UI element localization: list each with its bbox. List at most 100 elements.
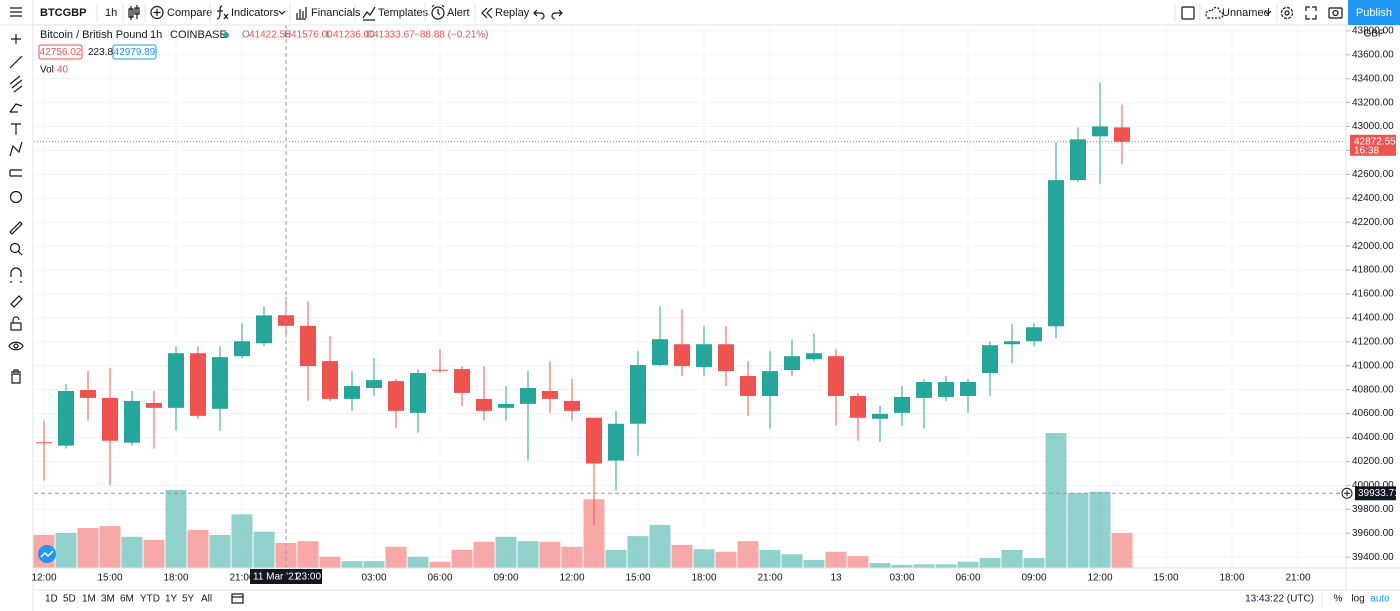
volume-bar: [979, 558, 1001, 568]
candle-body: [718, 344, 734, 372]
publish-label[interactable]: Publish: [1356, 7, 1392, 19]
auto-toggle[interactable]: auto: [1370, 594, 1390, 605]
volume-bar: [1111, 533, 1133, 568]
candle-body: [344, 386, 360, 399]
x-tick-label: 18:00: [163, 573, 188, 584]
percent-toggle[interactable]: %: [1334, 594, 1343, 605]
volume-bar: [913, 564, 935, 568]
x-tick-label: 15:00: [97, 573, 122, 584]
templates-icon[interactable]: [362, 6, 376, 21]
alert-button[interactable]: Alert: [447, 7, 470, 19]
ask-box: [112, 44, 157, 60]
range-button[interactable]: 3M: [101, 594, 115, 605]
range-button[interactable]: 1Y: [165, 594, 178, 605]
ohlc-key: H: [284, 30, 291, 41]
volume-bar: [231, 514, 253, 568]
volume-bar: [495, 536, 517, 568]
candle-body: [168, 353, 184, 408]
candle-body: [322, 361, 338, 399]
candle-body: [674, 344, 690, 367]
range-button[interactable]: YTD: [140, 594, 160, 605]
range-button[interactable]: 6M: [120, 594, 134, 605]
undo-icon[interactable]: [533, 9, 545, 20]
volume-bar: [781, 554, 803, 568]
log-toggle[interactable]: log: [1351, 594, 1364, 605]
y-tick-label: 41200.00: [1352, 336, 1394, 347]
volume-bar: [605, 549, 627, 568]
range-button[interactable]: All: [201, 594, 212, 605]
volume-bar: [363, 561, 385, 568]
y-tick-label: 43600.00: [1352, 49, 1394, 60]
fullscreen-icon[interactable]: [1305, 6, 1317, 20]
tradingview-logo: [38, 545, 56, 563]
volume-bar: [297, 541, 319, 568]
candle-body: [1004, 341, 1020, 345]
crosshair-hour: 23:00: [296, 572, 321, 583]
candle-body: [190, 353, 206, 416]
symbol[interactable]: BTCGBP: [40, 7, 86, 19]
volume-bar: [1067, 493, 1089, 568]
layout-name[interactable]: Unnamed: [1222, 7, 1270, 19]
ohlc-value: 41422.55: [249, 30, 291, 41]
replay-button[interactable]: Replay: [495, 7, 530, 19]
ohlc-key: O: [242, 30, 250, 41]
chart-pane: [33, 25, 1346, 568]
interval[interactable]: 1h: [105, 7, 117, 19]
x-tick-label: 03:00: [889, 573, 914, 584]
compare-button[interactable]: Compare: [167, 7, 212, 19]
go-to-date-icon[interactable]: [231, 593, 244, 604]
indicators-button[interactable]: Indicators: [231, 7, 279, 19]
redo-icon[interactable]: [551, 9, 563, 20]
templates-button[interactable]: Templates: [378, 7, 429, 19]
replay-icon[interactable]: [481, 7, 493, 19]
y-tick-label: 41000.00: [1352, 360, 1394, 371]
chevron[interactable]: [1264, 10, 1272, 15]
x-tick-label: 21:00: [229, 573, 254, 584]
candle-body: [498, 403, 514, 408]
candle-body: [982, 345, 998, 374]
candle-body: [762, 371, 778, 397]
candle-body: [366, 380, 382, 388]
x-tick-label: 12:00: [31, 573, 56, 584]
volume-bar: [429, 561, 451, 568]
cloud-icon[interactable]: [1205, 6, 1224, 19]
y-tick-label: 41800.00: [1352, 265, 1394, 276]
crosshair-plus-cross: [1344, 490, 1350, 497]
candle-body: [850, 396, 866, 418]
indicators-icon[interactable]: [216, 5, 229, 20]
publish-button[interactable]: [1348, 0, 1400, 25]
menu-icon[interactable]: [10, 7, 22, 17]
candle-body: [432, 369, 448, 371]
financials-icon[interactable]: [296, 7, 307, 20]
candle-body: [696, 344, 712, 368]
candle-body: [784, 356, 800, 371]
financials-button[interactable]: Financials: [311, 7, 361, 19]
crosshair-price-label: 39933.71: [1358, 488, 1400, 499]
x-tick-label: 21:00: [1285, 573, 1310, 584]
ohlc-change: −88.88 (−0.21%): [414, 30, 489, 41]
drawing-tools[interactable]: [8, 34, 24, 384]
alert-icon[interactable]: [431, 4, 445, 20]
snapshot-icon[interactable]: [1328, 7, 1343, 19]
volume-bar: [143, 539, 165, 568]
volume-bar: [715, 551, 737, 568]
currency: GBP: [1363, 29, 1384, 40]
volume-bar: [385, 546, 407, 568]
candle-body: [586, 417, 602, 464]
volume-bar: [1089, 491, 1111, 568]
chevron[interactable]: [278, 10, 286, 15]
range-button[interactable]: 5Y: [182, 594, 195, 605]
clock: 13:43:22 (UTC): [1245, 594, 1314, 605]
chart-style-icon[interactable]: [128, 5, 140, 20]
range-button[interactable]: 1M: [82, 594, 96, 605]
y-tick-label: 39600.00: [1352, 528, 1394, 539]
layout-icon[interactable]: [1181, 6, 1195, 20]
range-button[interactable]: 1D: [45, 594, 58, 605]
compare-icon[interactable]: [150, 5, 164, 20]
y-tick-label: 41400.00: [1352, 313, 1394, 324]
ohlc-value: 41576.00: [291, 30, 333, 41]
settings-icon[interactable]: [1280, 6, 1294, 20]
range-button[interactable]: 5D: [63, 594, 76, 605]
volume-legend-value: 40: [57, 65, 69, 76]
